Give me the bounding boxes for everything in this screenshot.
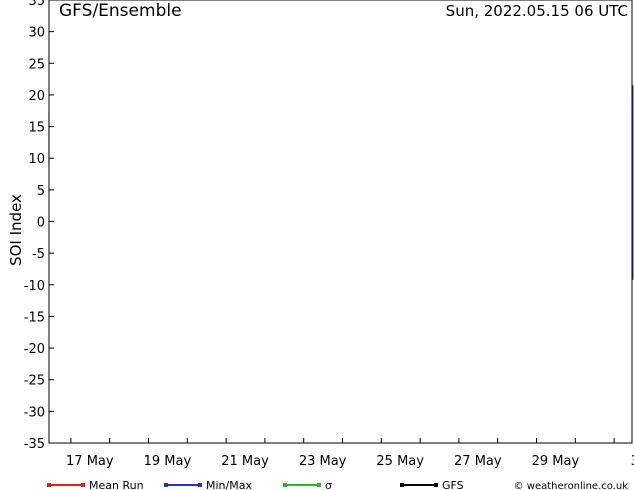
y-tick-label: -35 [24, 437, 45, 452]
x-tick-label: 17 May [66, 454, 114, 469]
legend-label: GFS [442, 479, 464, 490]
y-tick-label: 15 [28, 121, 45, 136]
legend-marker [283, 483, 287, 487]
y-axis-label: SOI Index [7, 194, 25, 266]
x-tick-label: 29 May [532, 454, 580, 469]
x-tick-label: 19 May [144, 454, 192, 469]
legend-marker [81, 483, 85, 487]
legend-label: σ [325, 479, 332, 490]
y-tick-label: 0 [37, 216, 45, 231]
legend-marker [164, 483, 168, 487]
y-tick-label: 30 [28, 26, 45, 41]
legend-marker [400, 483, 404, 487]
y-tick-label: 35 [28, 0, 45, 9]
x-tick-label: 31 [631, 454, 634, 469]
y-tick-label: 5 [37, 184, 45, 199]
legend-marker [198, 483, 202, 487]
y-tick-label: -25 [24, 374, 45, 389]
x-tick-label: 21 May [221, 454, 269, 469]
x-tick-label: 23 May [299, 454, 347, 469]
y-tick-label: -15 [24, 310, 45, 325]
legend-marker [47, 483, 51, 487]
x-tick-label: 25 May [376, 454, 424, 469]
legend-label: Min/Max [206, 479, 252, 490]
axes: 35 30 25 20 15 10 5 0 -5 -10 -15 -20 -25 -30 -35 17 May… [24, 0, 634, 469]
y-tick-label: -10 [24, 279, 45, 294]
plot-frame [48, 0, 633, 444]
legend: Mean Run Min/Max σ GFS [47, 479, 464, 490]
legend-marker [317, 483, 321, 487]
legend-marker [434, 483, 438, 487]
y-tick-label: 20 [28, 89, 45, 104]
y-tick-label: -5 [32, 247, 45, 262]
run-datetime: Sun, 2022.05.15 06 UTC [446, 2, 628, 20]
y-tick-label: -20 [24, 342, 45, 357]
y-tick-label: 10 [28, 152, 45, 167]
x-tick-label: 27 May [454, 454, 502, 469]
copyright-text: © weatheronline.co.uk [514, 481, 629, 490]
y-tick-label: -30 [24, 405, 45, 420]
legend-label: Mean Run [89, 479, 144, 490]
chart-title: GFS/Ensemble [59, 1, 182, 21]
y-tick-label: 25 [28, 57, 45, 72]
